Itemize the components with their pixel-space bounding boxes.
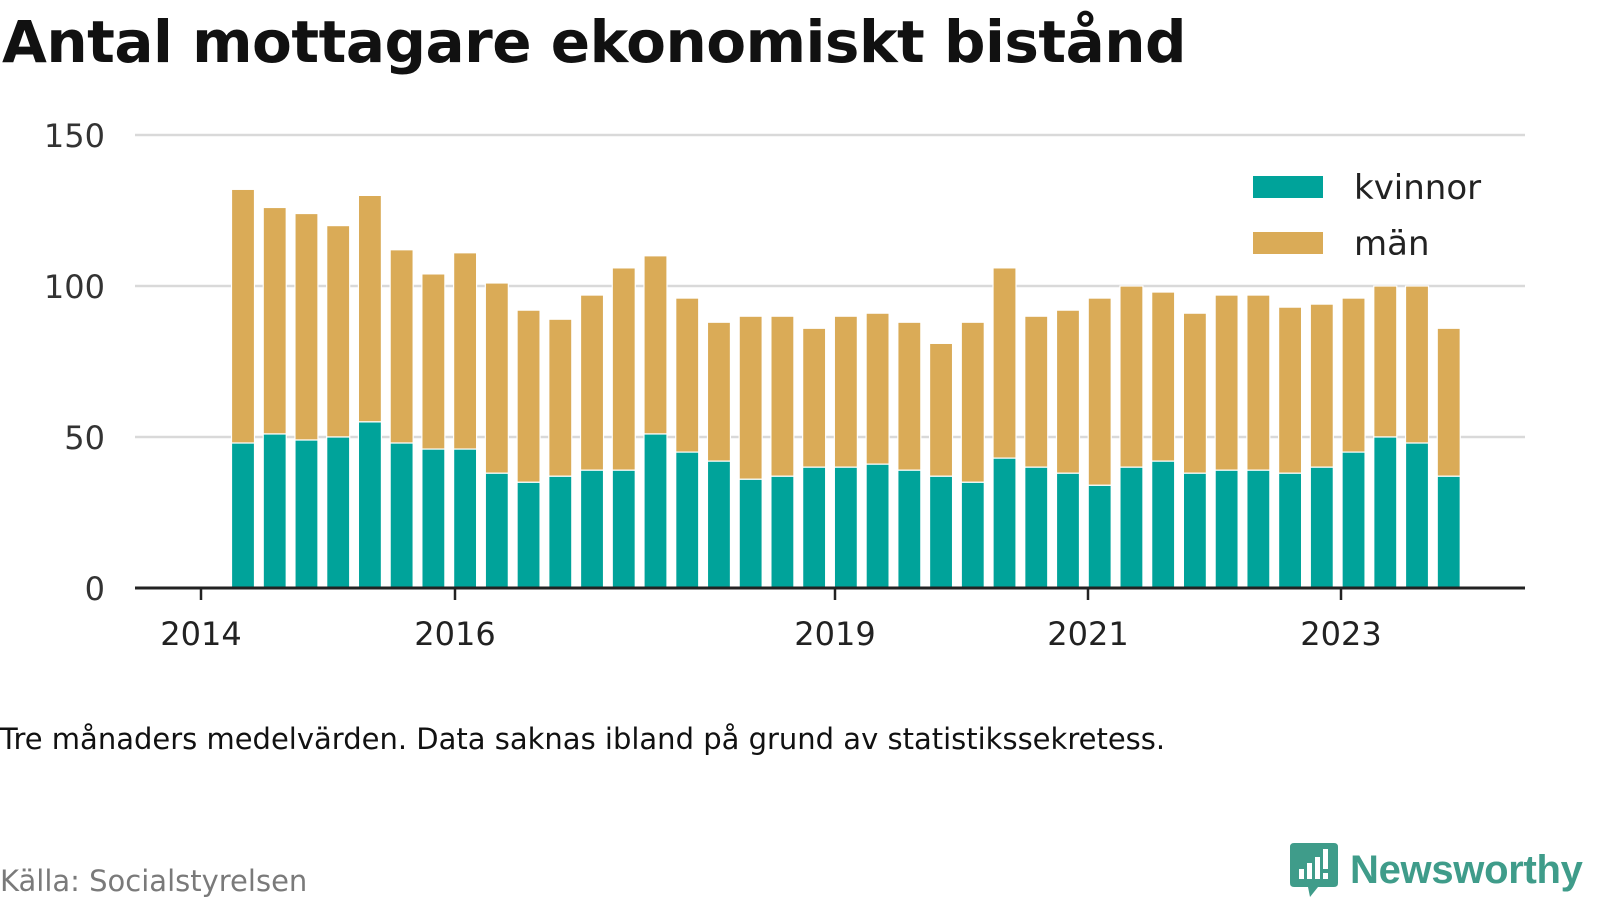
bar-kvinnor [1373, 436, 1398, 589]
x-tick-label: 2023 [1300, 615, 1381, 653]
bar-man [1087, 297, 1112, 486]
bar-man [1055, 309, 1081, 474]
bar-man [802, 327, 827, 468]
bar-man [516, 309, 541, 483]
bar-kvinnor [1309, 466, 1334, 589]
bar-man [770, 315, 795, 477]
bar-kvinnor [1277, 472, 1303, 589]
bar-man [675, 297, 700, 453]
y-tick-label: 0 [85, 570, 105, 608]
bar-man [833, 315, 858, 468]
bar-kvinnor [421, 448, 446, 589]
bar-man [1214, 294, 1239, 471]
bar-man [453, 252, 478, 450]
bar-kvinnor [706, 460, 732, 589]
legend-swatch-kvinnor [1253, 176, 1323, 198]
bar-kvinnor [516, 481, 541, 589]
bar-man [1373, 285, 1398, 438]
bar-man [1436, 327, 1461, 477]
x-tick-label: 2014 [160, 615, 241, 653]
y-tick-label: 100 [44, 268, 105, 306]
bar-man [1404, 285, 1430, 444]
bar-kvinnor [865, 463, 890, 589]
bar-kvinnor [548, 475, 573, 589]
bar-kvinnor [897, 469, 922, 589]
bar-man [706, 321, 732, 462]
bar-man [1024, 315, 1049, 468]
bar-man [611, 267, 636, 471]
y-tick-label: 150 [44, 117, 105, 155]
bar-man [230, 188, 256, 444]
bar-man [1246, 294, 1271, 471]
bar-man [865, 312, 890, 465]
bar-kvinnor [770, 475, 795, 589]
bar-kvinnor [611, 469, 636, 589]
bar-kvinnor [453, 448, 478, 589]
stacked-bar-chart: 0 50 100 150 2014 2016 2019 2021 2023 kvinnor män [44, 117, 1525, 653]
bar-kvinnor [802, 466, 827, 589]
newsworthy-chart-bubble-icon [1290, 843, 1338, 897]
bar-man [1182, 312, 1208, 474]
bar-kvinnor [1341, 451, 1366, 589]
bar-kvinnor [1024, 466, 1049, 589]
bar-kvinnor [389, 442, 414, 589]
bar-kvinnor [833, 466, 858, 589]
legend-label-kvinnor: kvinnor [1354, 168, 1481, 208]
bar-man [643, 255, 668, 435]
bar-kvinnor [1087, 484, 1112, 589]
legend-label-man: män [1354, 224, 1430, 264]
brand-logo[interactable]: Newsworthy [1288, 840, 1583, 900]
x-tick-label: 2016 [414, 615, 495, 653]
bar-kvinnor [1436, 475, 1461, 589]
bar-kvinnor [928, 475, 954, 589]
source-credit: Källa: Socialstyrelsen [0, 864, 308, 898]
bar-kvinnor [1404, 442, 1430, 589]
chart-note: Tre månaders medelvärden. Data saknas ib… [0, 722, 1166, 756]
bar-kvinnor [738, 478, 763, 589]
bar-kvinnor [1214, 469, 1239, 589]
bar-kvinnor [992, 457, 1017, 589]
bar-man [960, 321, 985, 483]
x-tick-label: 2021 [1047, 615, 1128, 653]
bar-kvinnor [960, 481, 985, 589]
bar-man [326, 225, 351, 438]
bar-man [928, 342, 954, 477]
bar-kvinnor [262, 433, 287, 589]
bar-kvinnor [230, 442, 256, 589]
chart-title: Antal mottagare ekonomiskt bistånd [2, 8, 1187, 76]
bar-man [738, 315, 763, 480]
bar-man [1309, 303, 1334, 468]
brand-name: Newsworthy [1350, 847, 1583, 892]
bar-man [484, 282, 509, 474]
bar-kvinnor [1151, 460, 1176, 589]
bar-kvinnor [1119, 466, 1144, 589]
bar-man [548, 318, 573, 477]
bar-man [1151, 291, 1176, 462]
bar-kvinnor [484, 472, 509, 589]
legend-swatch-man [1253, 232, 1323, 254]
bar-kvinnor [357, 421, 383, 589]
bar-man [579, 294, 605, 471]
bar-man [357, 194, 383, 423]
y-tick-label: 50 [64, 419, 105, 457]
bar-man [992, 267, 1017, 459]
bar-man [421, 273, 446, 450]
x-tick-label: 2019 [794, 615, 875, 653]
bar-man [897, 321, 922, 471]
bar-man [1277, 306, 1303, 474]
bar-kvinnor [675, 451, 700, 589]
bar-kvinnor [326, 436, 351, 589]
bar-kvinnor [643, 433, 668, 589]
bar-man [389, 249, 414, 444]
bar-man [1341, 297, 1366, 453]
bar-kvinnor [1246, 469, 1271, 589]
bar-man [294, 212, 319, 441]
bar-kvinnor [579, 469, 605, 589]
bar-man [262, 206, 287, 435]
bar-kvinnor [1182, 472, 1208, 589]
bar-man [1119, 285, 1144, 468]
bar-kvinnor [294, 439, 319, 589]
bar-kvinnor [1055, 472, 1081, 589]
